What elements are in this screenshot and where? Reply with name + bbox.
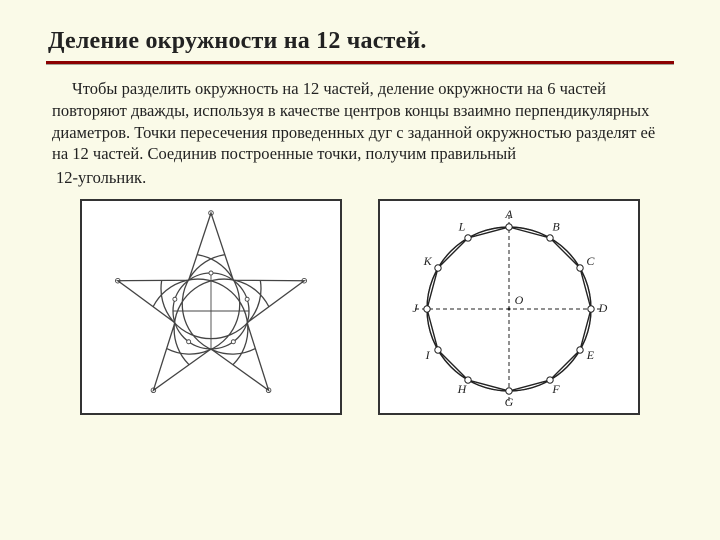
svg-text:E: E	[586, 348, 595, 362]
svg-text:K: K	[423, 254, 433, 268]
svg-text:G: G	[505, 395, 514, 409]
slide: Деление окружности на 12 частей. Чтобы р…	[0, 0, 720, 540]
svg-text:H: H	[457, 382, 468, 396]
svg-text:B: B	[552, 219, 560, 233]
svg-text:D: D	[598, 301, 608, 315]
star-construction-svg	[82, 201, 340, 413]
figure-right: A B C D E F G H I J K L O	[378, 199, 640, 415]
svg-text:J: J	[412, 301, 418, 315]
slide-title: Деление окружности на 12 частей.	[48, 28, 672, 55]
svg-text:O: O	[515, 293, 524, 307]
figure-left	[80, 199, 342, 415]
title-rule	[46, 61, 674, 64]
dodecagon-svg: A B C D E F G H I J K L O	[380, 201, 638, 413]
svg-text:A: A	[504, 207, 513, 221]
svg-text:F: F	[551, 382, 560, 396]
body-paragraph: Чтобы разделить окружность на 12 частей,…	[52, 78, 668, 165]
figures-row: A B C D E F G H I J K L O	[48, 199, 672, 415]
body-paragraph-2: 12-угольник.	[56, 167, 668, 189]
svg-text:I: I	[425, 348, 431, 362]
svg-text:C: C	[586, 254, 595, 268]
svg-text:L: L	[458, 219, 466, 233]
